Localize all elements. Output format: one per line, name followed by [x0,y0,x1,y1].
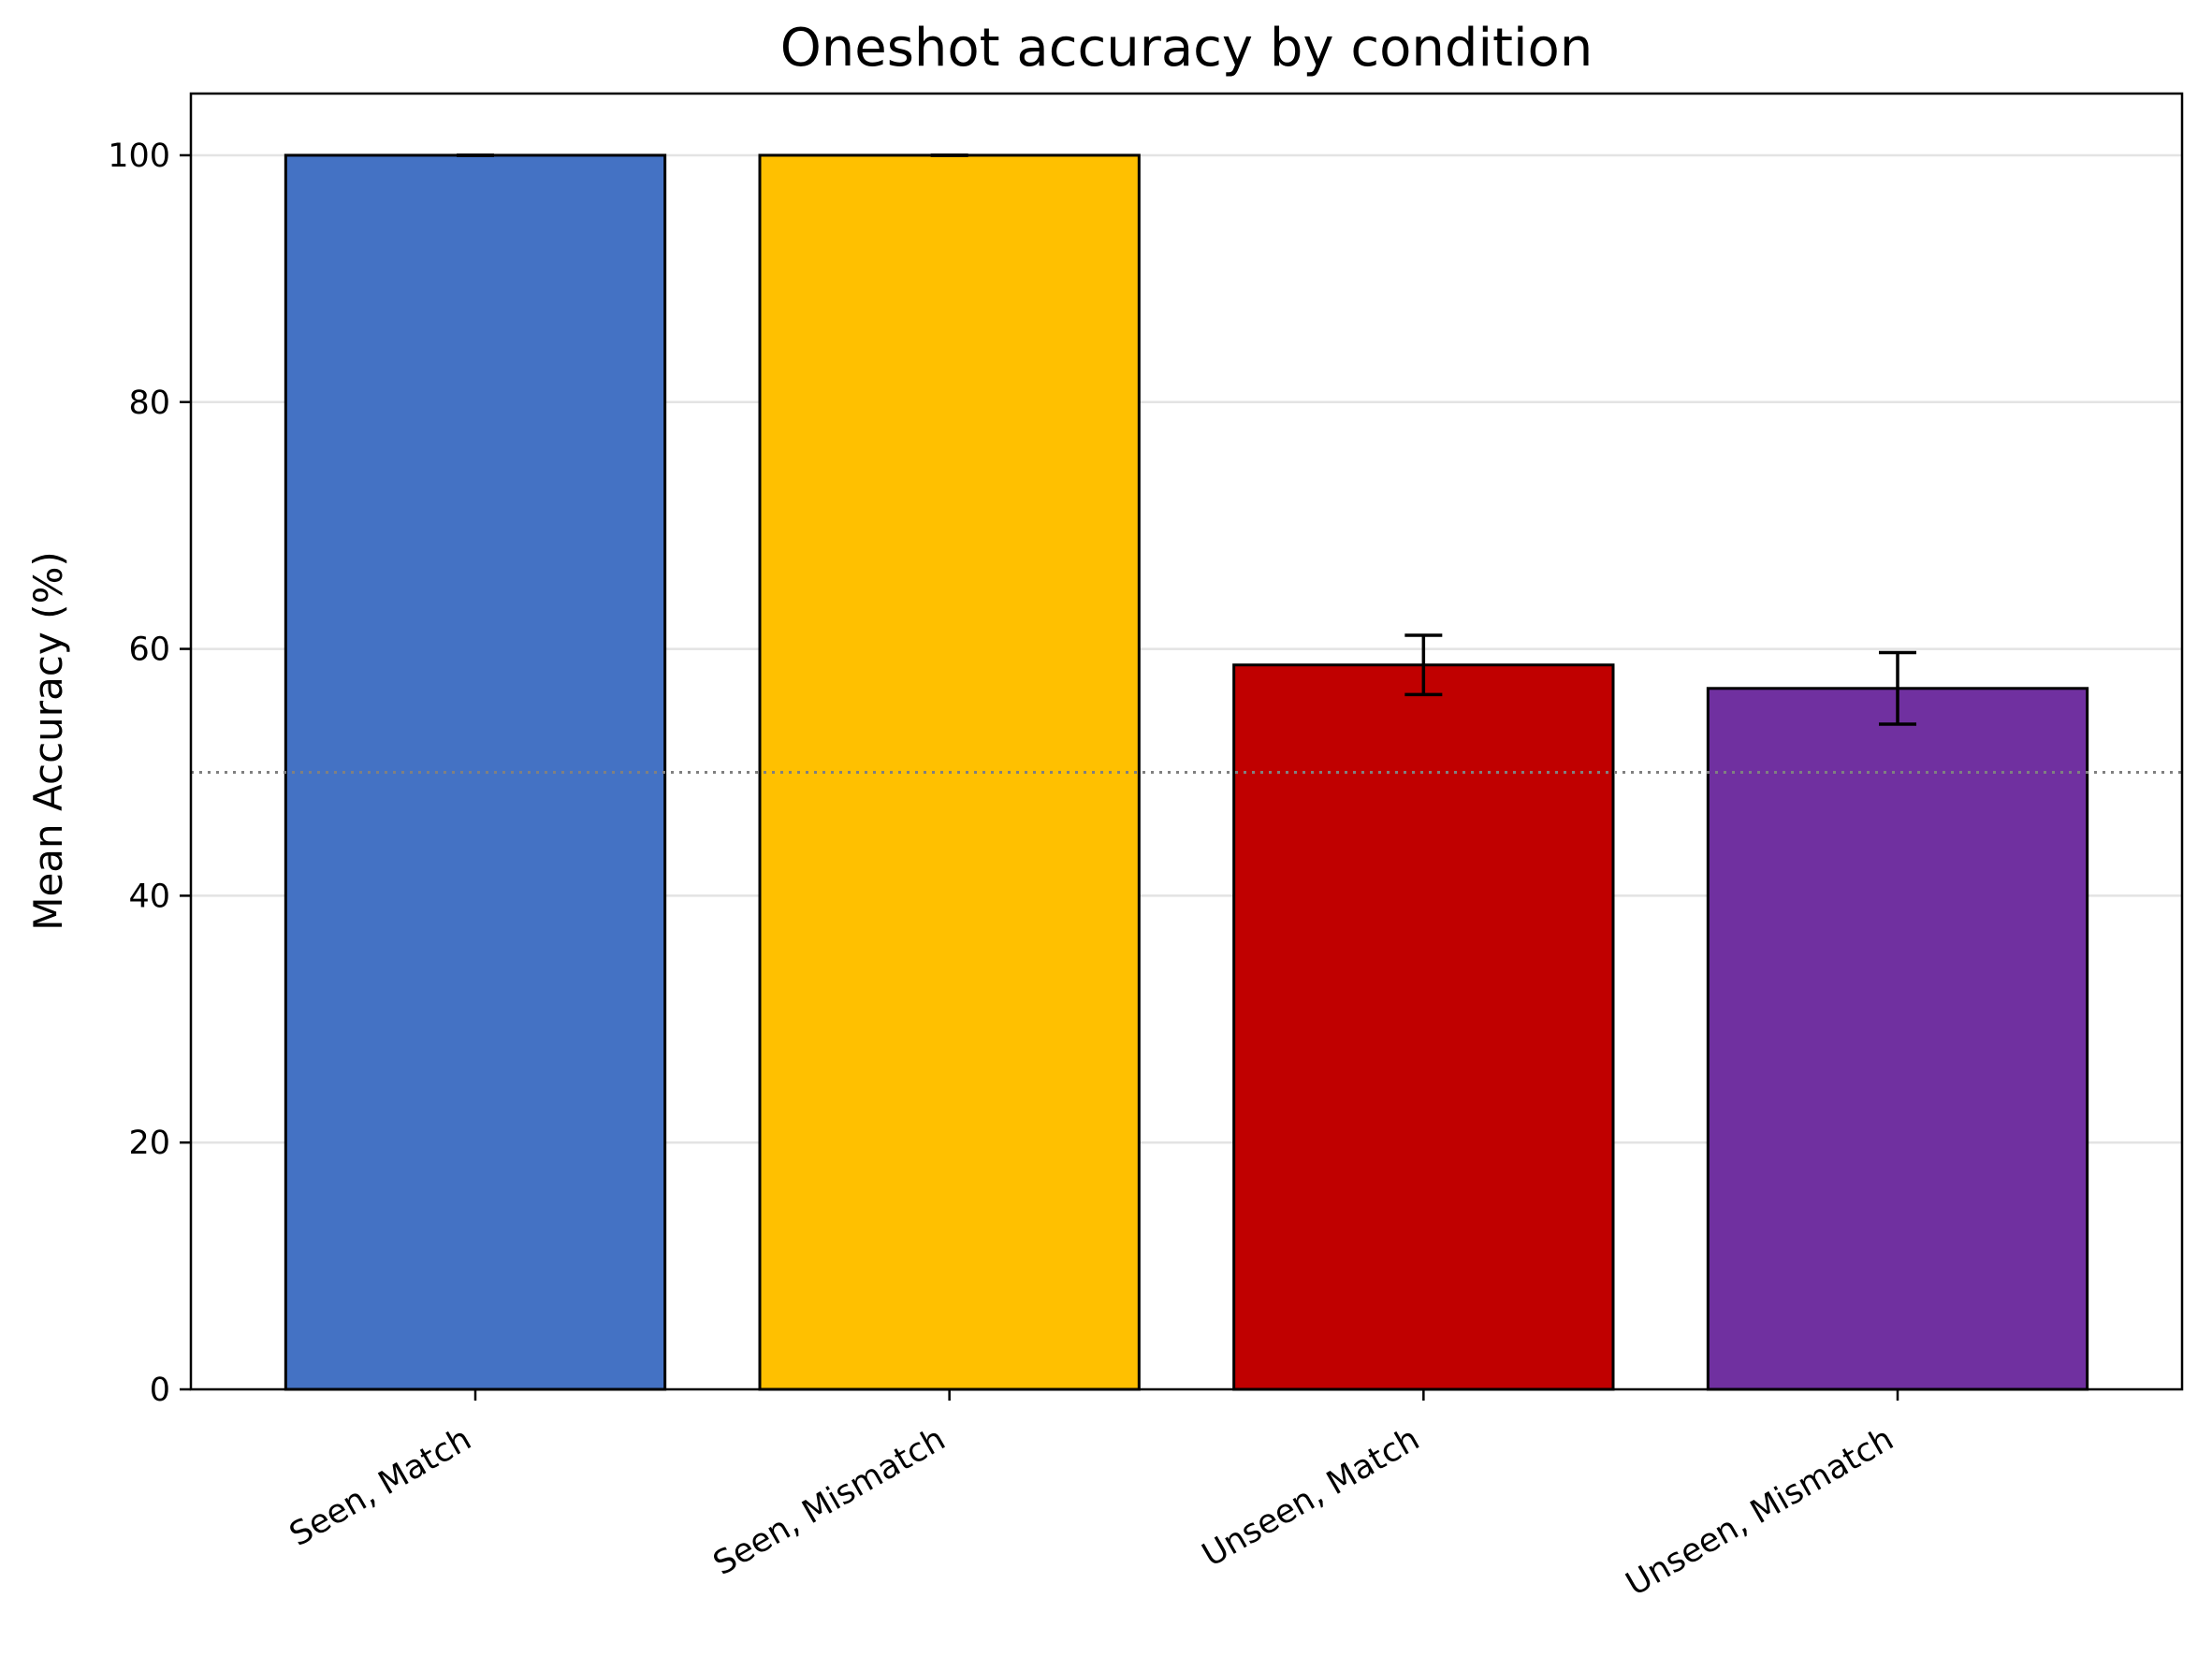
y-tick-label-80: 80 [128,385,170,422]
bar-2 [1232,663,1615,1391]
y-tick-label-20: 20 [128,1125,170,1162]
y-axis: 0 20 40 60 80 100 [108,138,191,1409]
x-tick-label-1: Seen, Mismatch [707,1420,952,1583]
x-axis: Seen, Match Seen, Mismatch Unseen, Match Un… [284,1389,1900,1604]
error-bars [457,153,1916,726]
bar-3 [1706,687,2089,1391]
x-tick-label-0: Seen, Match [284,1420,478,1554]
y-tick-label-0: 0 [150,1372,170,1409]
bar-0 [284,153,667,1391]
x-tick-label-3: Unseen, Mismatch [1620,1420,1899,1604]
y-tick-label-40: 40 [128,878,170,915]
x-tick-label-2: Unseen, Match [1196,1420,1425,1575]
y-tick-label-60: 60 [128,632,170,669]
y-axis-label: Mean Accuracy (%) [25,551,71,931]
y-tick-label-100: 100 [108,138,170,175]
chart-title: Oneshot accuracy by condition [780,18,1594,79]
plot-frame [189,92,2184,1391]
